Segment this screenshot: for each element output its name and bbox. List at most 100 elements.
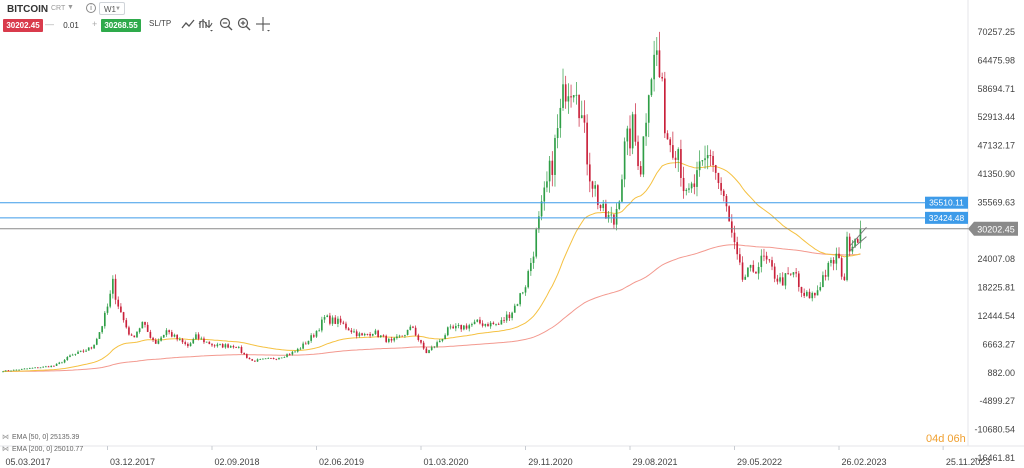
candle-body [559, 107, 562, 129]
candle-body [184, 342, 187, 344]
candle-body [12, 369, 15, 371]
zoom-in-icon[interactable] [236, 16, 252, 32]
candle-body [251, 359, 254, 361]
candle-body [77, 351, 79, 354]
candle-body [144, 321, 146, 325]
candle-body [61, 362, 63, 364]
candle-body [728, 206, 730, 222]
candle-body [106, 306, 109, 313]
candle-body [516, 304, 519, 306]
y-tick-label: 882.00 [987, 368, 1015, 378]
candle-body [438, 340, 441, 343]
candle-body [639, 166, 642, 175]
candle-body [859, 228, 862, 243]
candle-body [551, 160, 554, 175]
candle-body [283, 356, 286, 358]
info-icon[interactable]: i [86, 3, 96, 13]
candle-body [109, 293, 112, 307]
candle-body [626, 128, 629, 142]
candle-body [79, 350, 82, 352]
candle-body [492, 322, 495, 325]
candle-body [452, 326, 454, 329]
candle-body [363, 333, 366, 336]
candle-body [203, 338, 205, 343]
candle-body [355, 331, 358, 337]
candle-body [765, 255, 768, 260]
candle-body [449, 326, 452, 328]
candle-body [712, 155, 714, 166]
candle-body [629, 128, 631, 149]
candle-body [613, 214, 615, 225]
current-price-label: 30202.45 [977, 224, 1015, 234]
candle-body [816, 290, 819, 296]
remove-indicator-icon[interactable]: ⋈ [2, 446, 9, 453]
sell-button[interactable]: 30202.45 [3, 19, 43, 32]
candle-body [374, 330, 377, 334]
candle-body [63, 359, 66, 363]
sltp-button[interactable]: SL/TP [149, 19, 172, 28]
quantity-input[interactable] [54, 19, 88, 32]
candle-body [468, 325, 471, 329]
trend-line [850, 227, 867, 246]
legend-ema200[interactable]: ⋈ EMA [200, 0] 25010.77 [2, 445, 83, 453]
indicators-icon[interactable] [198, 16, 214, 32]
candle-body [369, 333, 371, 336]
candle-body [422, 342, 425, 349]
candle-body [425, 348, 428, 354]
symbol-label[interactable]: BITCOIN [7, 4, 49, 15]
candle-body [706, 155, 709, 159]
candle-body [690, 183, 693, 189]
candle-body [4, 370, 7, 372]
candle-body [594, 185, 596, 189]
mode-label[interactable]: CRT [51, 5, 66, 12]
candle-body [254, 360, 256, 362]
candle-body [578, 94, 580, 119]
candle-body [10, 370, 12, 372]
quantity-decrease-button[interactable]: — [45, 19, 54, 29]
candle-body [795, 272, 797, 274]
ema200-line [3, 244, 861, 372]
candle-body [117, 299, 120, 307]
candle-body [503, 320, 505, 321]
candle-body [704, 158, 706, 161]
candle-body [262, 358, 264, 360]
candle-body [406, 329, 409, 335]
candle-body [543, 187, 546, 202]
candle-body [714, 165, 717, 173]
candle-body [607, 214, 610, 219]
candle-body [128, 327, 130, 335]
candle-body [460, 325, 463, 330]
quantity-increase-button[interactable]: + [92, 19, 98, 29]
candle-body [744, 276, 747, 280]
candle-body [409, 326, 412, 330]
mode-chevron-down-icon[interactable]: ▼ [67, 4, 74, 11]
zoom-out-icon[interactable] [218, 16, 234, 32]
buy-button[interactable]: 30268.55 [101, 19, 141, 32]
candle-body [854, 239, 856, 247]
line-chart-icon[interactable] [180, 16, 196, 32]
candle-body [291, 351, 294, 355]
candle-body [200, 338, 203, 340]
candle-body [321, 319, 323, 331]
candle-body [342, 322, 345, 324]
candle-body [669, 139, 672, 146]
candle-body [366, 333, 369, 335]
legend-ema50-label: EMA [50, 0] 25135.39 [12, 434, 80, 441]
candle-body [173, 334, 176, 337]
candle-body [350, 330, 353, 333]
candle-body [570, 96, 572, 98]
candle-body [53, 365, 55, 367]
candle-body [773, 266, 776, 279]
candle-body [307, 340, 310, 345]
crosshair-icon[interactable] [255, 16, 271, 32]
candle-body [379, 335, 382, 338]
candle-body [564, 84, 567, 102]
remove-indicator-icon[interactable]: ⋈ [2, 434, 9, 441]
candle-body [74, 353, 77, 355]
candle-body [476, 319, 479, 322]
candle-body [661, 76, 663, 79]
legend-ema50[interactable]: ⋈ EMA [50, 0] 25135.39 [2, 433, 79, 441]
candle-body [312, 335, 315, 337]
timeframe-select[interactable]: W1 ▼ [99, 2, 125, 15]
